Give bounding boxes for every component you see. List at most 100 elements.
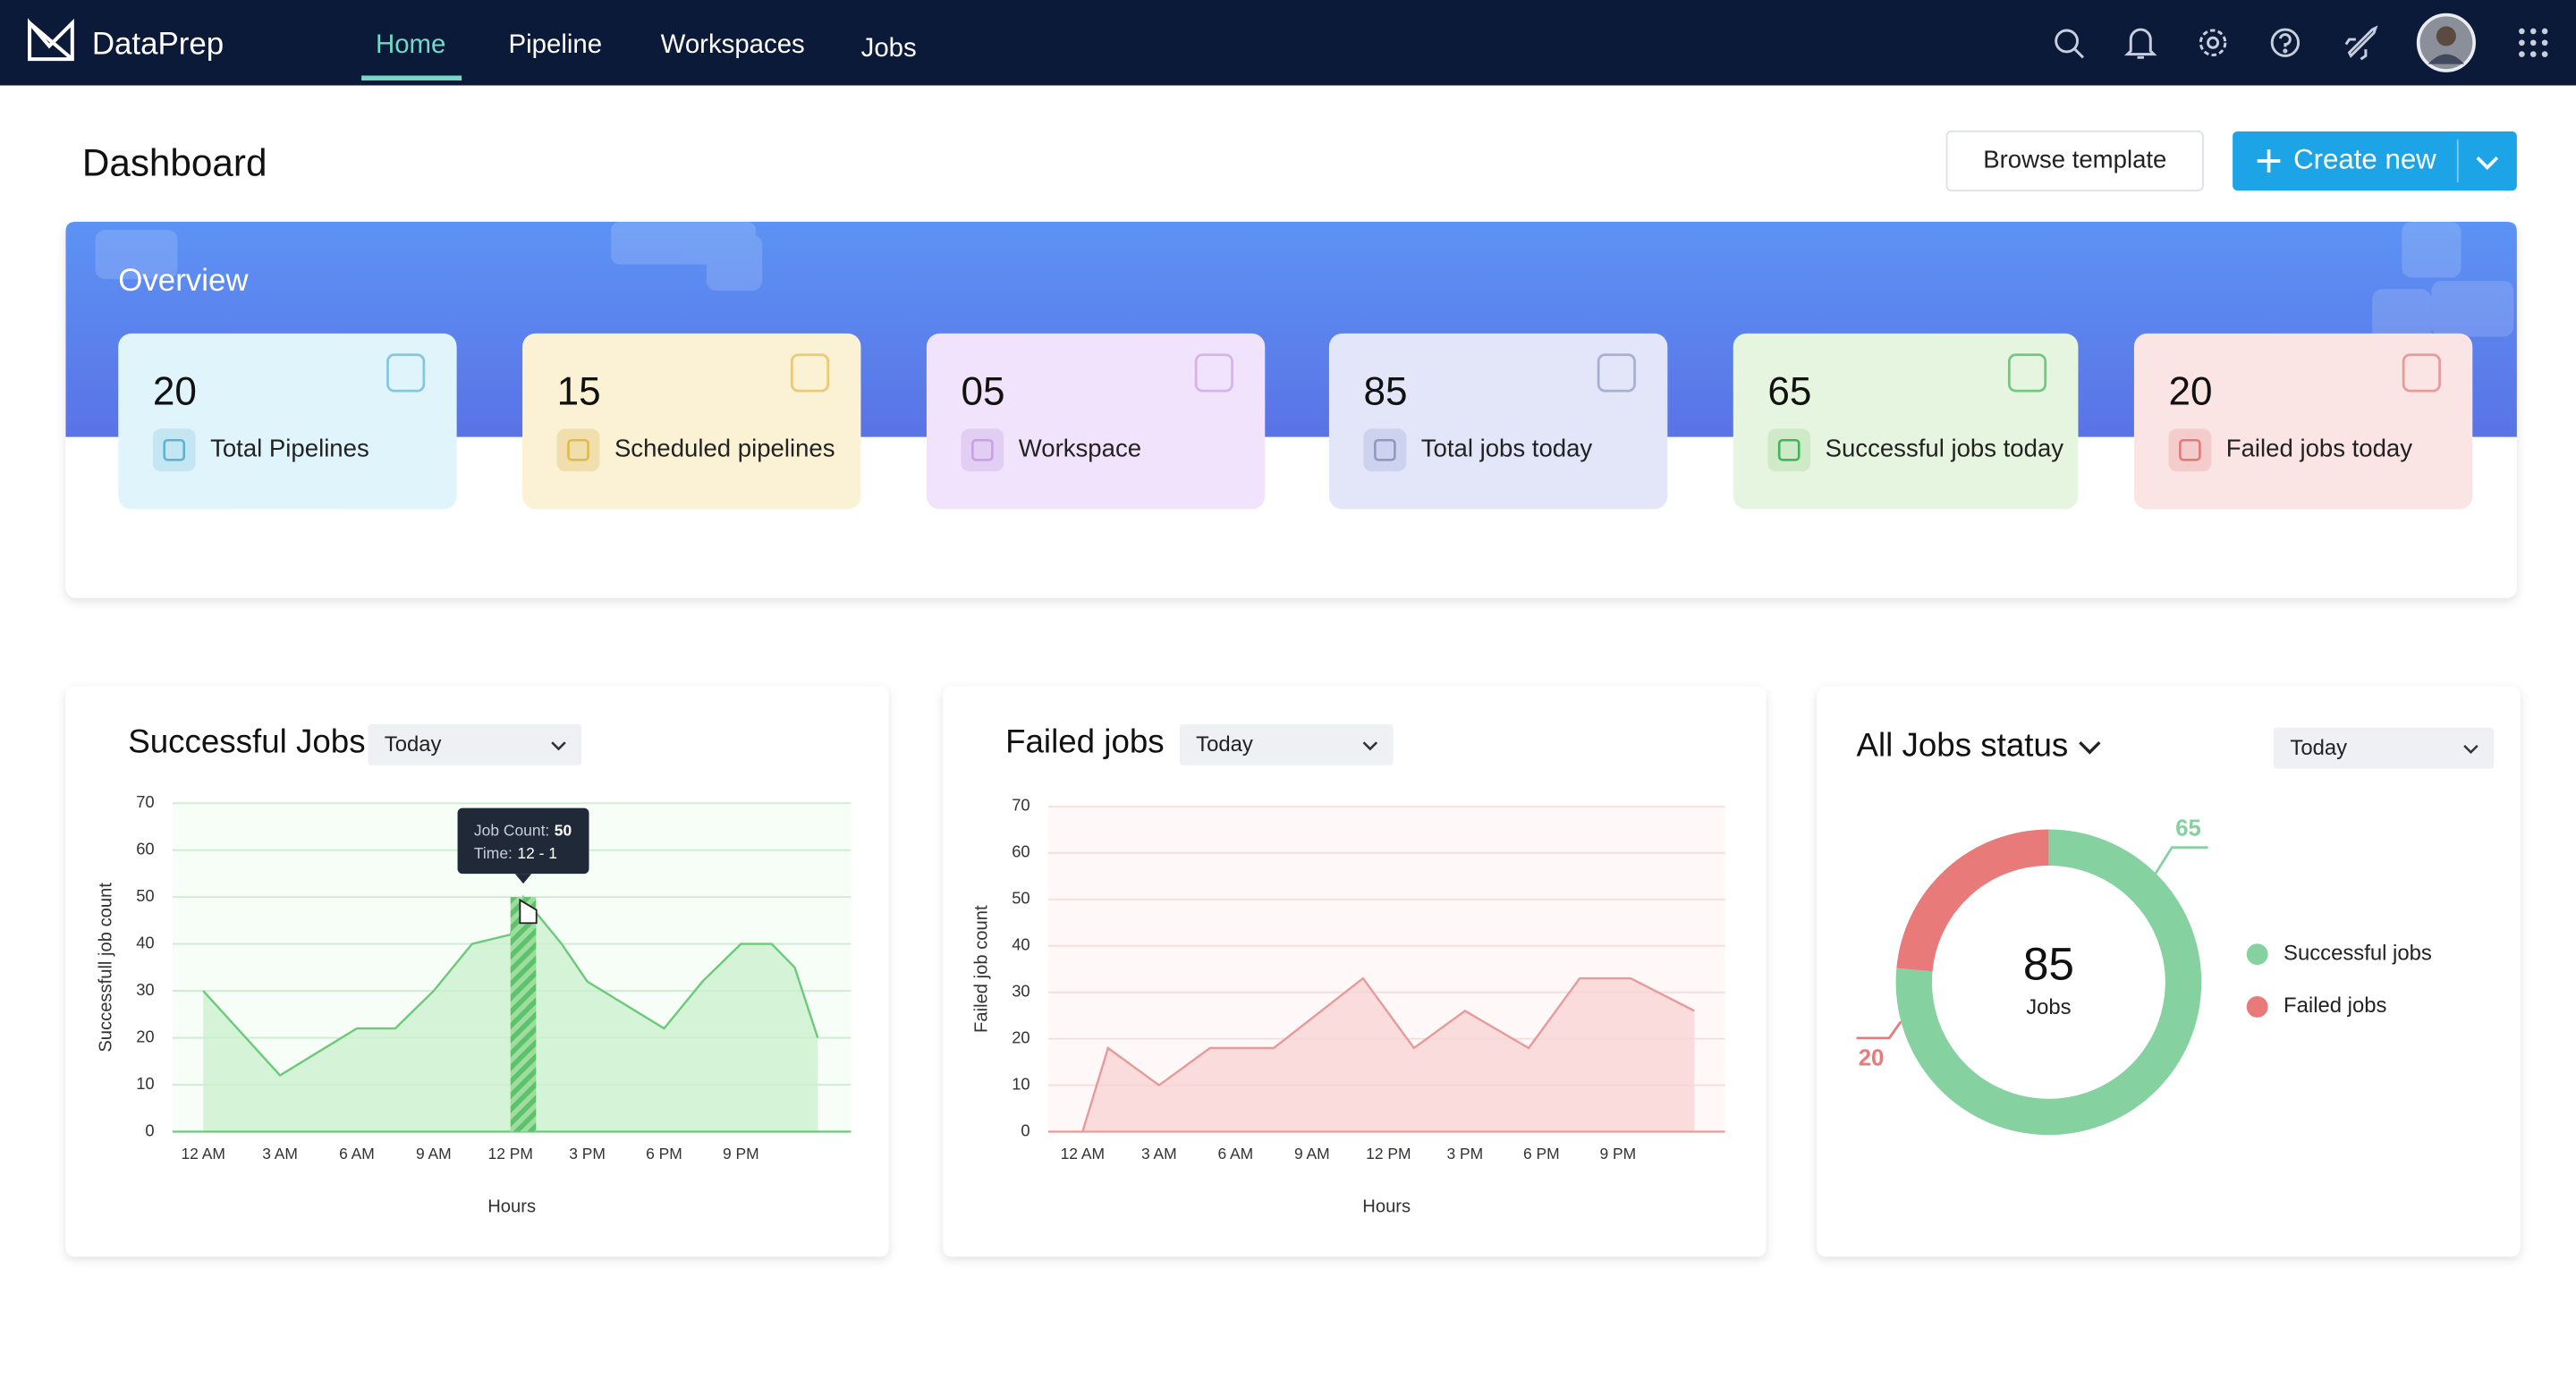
stat-corner-icon [386, 353, 426, 393]
nav-item[interactable]: Jobs [861, 33, 917, 63]
leader-line [1856, 1020, 1902, 1040]
donut-segment [1896, 829, 2049, 972]
bell-icon[interactable] [2124, 28, 2157, 59]
stat-card[interactable] [2133, 333, 2473, 510]
banner-decoration [95, 221, 2514, 368]
stat-icon [971, 438, 994, 461]
y-tick-label: 60 [136, 839, 154, 858]
y-tick-label: 40 [136, 933, 154, 951]
stat-label: Total jobs today [1421, 435, 1593, 462]
avatar-body [2428, 54, 2465, 64]
stat-icon [163, 438, 185, 461]
y-tick-label: 50 [1012, 889, 1030, 908]
stat-icon-bg [2168, 428, 2212, 472]
stat-icon-bg [1363, 428, 1407, 472]
search-icon[interactable] [2055, 29, 2085, 59]
data-label: 20 [1859, 1045, 1885, 1070]
stat-corner-icon [1194, 353, 1233, 393]
cursor [519, 898, 538, 925]
legend-swatch [2246, 943, 2268, 966]
toolbar-icons [2055, 25, 2378, 61]
filter-dropdown[interactable] [2274, 727, 2495, 769]
nav-item[interactable]: Pipeline [509, 30, 603, 59]
y-tick-label: 40 [1012, 935, 1030, 954]
y-axis-title: Failed job count [972, 905, 992, 1033]
stat-icon [1374, 438, 1396, 461]
filter-dropdown[interactable] [368, 724, 582, 765]
chart-title: All Jobs status [1857, 726, 2069, 763]
stat-card[interactable] [522, 333, 861, 510]
tooltip-count: 50 [555, 821, 572, 839]
stat-label: Failed jobs today [2226, 435, 2412, 462]
plus-icon [2257, 149, 2281, 173]
settings-icon[interactable] [2199, 29, 2227, 57]
line [1081, 976, 1695, 1132]
x-axis-title: Hours [487, 1196, 536, 1216]
logo [28, 18, 74, 62]
page-title: Dashboard [82, 142, 267, 184]
stat-value: 05 [961, 369, 1004, 413]
avatar-head [2436, 26, 2456, 46]
x-tick-label: 12 AM [1061, 1145, 1105, 1162]
stat-icon [2179, 438, 2201, 461]
y-tick-label: 70 [136, 792, 154, 811]
x-tick-label: 9 AM [1294, 1145, 1330, 1162]
stat-card[interactable] [926, 333, 1266, 510]
filter-dropdown[interactable] [1179, 724, 1394, 765]
stat-label: Total Pipelines [210, 435, 369, 462]
apps-icon[interactable] [2519, 28, 2548, 57]
help-icon[interactable] [2270, 28, 2301, 57]
stat-card[interactable] [1733, 333, 2079, 510]
dropdown-caret [1362, 741, 1378, 751]
stat-card[interactable] [118, 333, 457, 510]
top-nav [0, 0, 2576, 86]
create-label: Create new [2293, 143, 2436, 174]
brand[interactable]: DataPrep [92, 27, 224, 62]
y-tick-label: 10 [1012, 1074, 1030, 1093]
highlight-bar [510, 897, 537, 1132]
tooltip-time-label: Time: [474, 844, 513, 862]
tooltip-time: 12 - 1 [517, 844, 557, 862]
leader-line [2154, 846, 2208, 875]
create-button[interactable] [2233, 131, 2517, 191]
stat-label: Workspace [1019, 435, 1141, 462]
x-tick-label: 12 AM [181, 1145, 225, 1162]
stat-corner-icon [1597, 353, 1636, 393]
nav-item[interactable]: Workspaces [661, 30, 805, 59]
browse-label: Browse template [1983, 145, 2166, 173]
overview-title: Overview [118, 263, 249, 298]
donut-segment [1895, 829, 2202, 1136]
stat-icon [567, 438, 589, 461]
dropdown-caret [2463, 744, 2479, 755]
stat-value: 20 [153, 369, 197, 413]
title-caret[interactable] [2079, 741, 2101, 755]
launch-icon[interactable] [2344, 25, 2378, 61]
stat-value: 85 [1363, 369, 1407, 413]
legend-swatch [2246, 995, 2268, 1018]
nav-item[interactable]: Home [376, 30, 445, 59]
legend-label: Successful jobs [2284, 941, 2432, 965]
create-dropdown[interactable] [2476, 156, 2499, 170]
stat-value: 20 [2168, 369, 2212, 413]
tooltip-count-label: Job Count: [474, 821, 549, 839]
donut-center-label: Jobs [2026, 995, 2071, 1019]
stat-corner-icon [790, 353, 830, 393]
y-tick-label: 0 [145, 1120, 154, 1139]
stat-label: Scheduled pipelines [614, 435, 835, 462]
y-tick-label: 20 [1012, 1027, 1030, 1046]
stat-value: 65 [1767, 369, 1811, 413]
x-axis-title: Hours [1362, 1196, 1411, 1216]
y-tick-label: 10 [136, 1074, 154, 1093]
stat-card[interactable] [1328, 333, 1668, 510]
stat-icon-bg [961, 428, 1004, 472]
x-tick-label: 9 PM [723, 1145, 759, 1162]
legend-label: Failed jobs [2284, 993, 2386, 1018]
y-tick-label: 50 [136, 886, 154, 905]
x-tick-label: 6 PM [646, 1145, 682, 1162]
line [202, 894, 819, 1078]
browse-button[interactable] [1945, 131, 2204, 191]
stat-value: 15 [557, 369, 601, 413]
y-tick-label: 60 [1012, 842, 1030, 861]
